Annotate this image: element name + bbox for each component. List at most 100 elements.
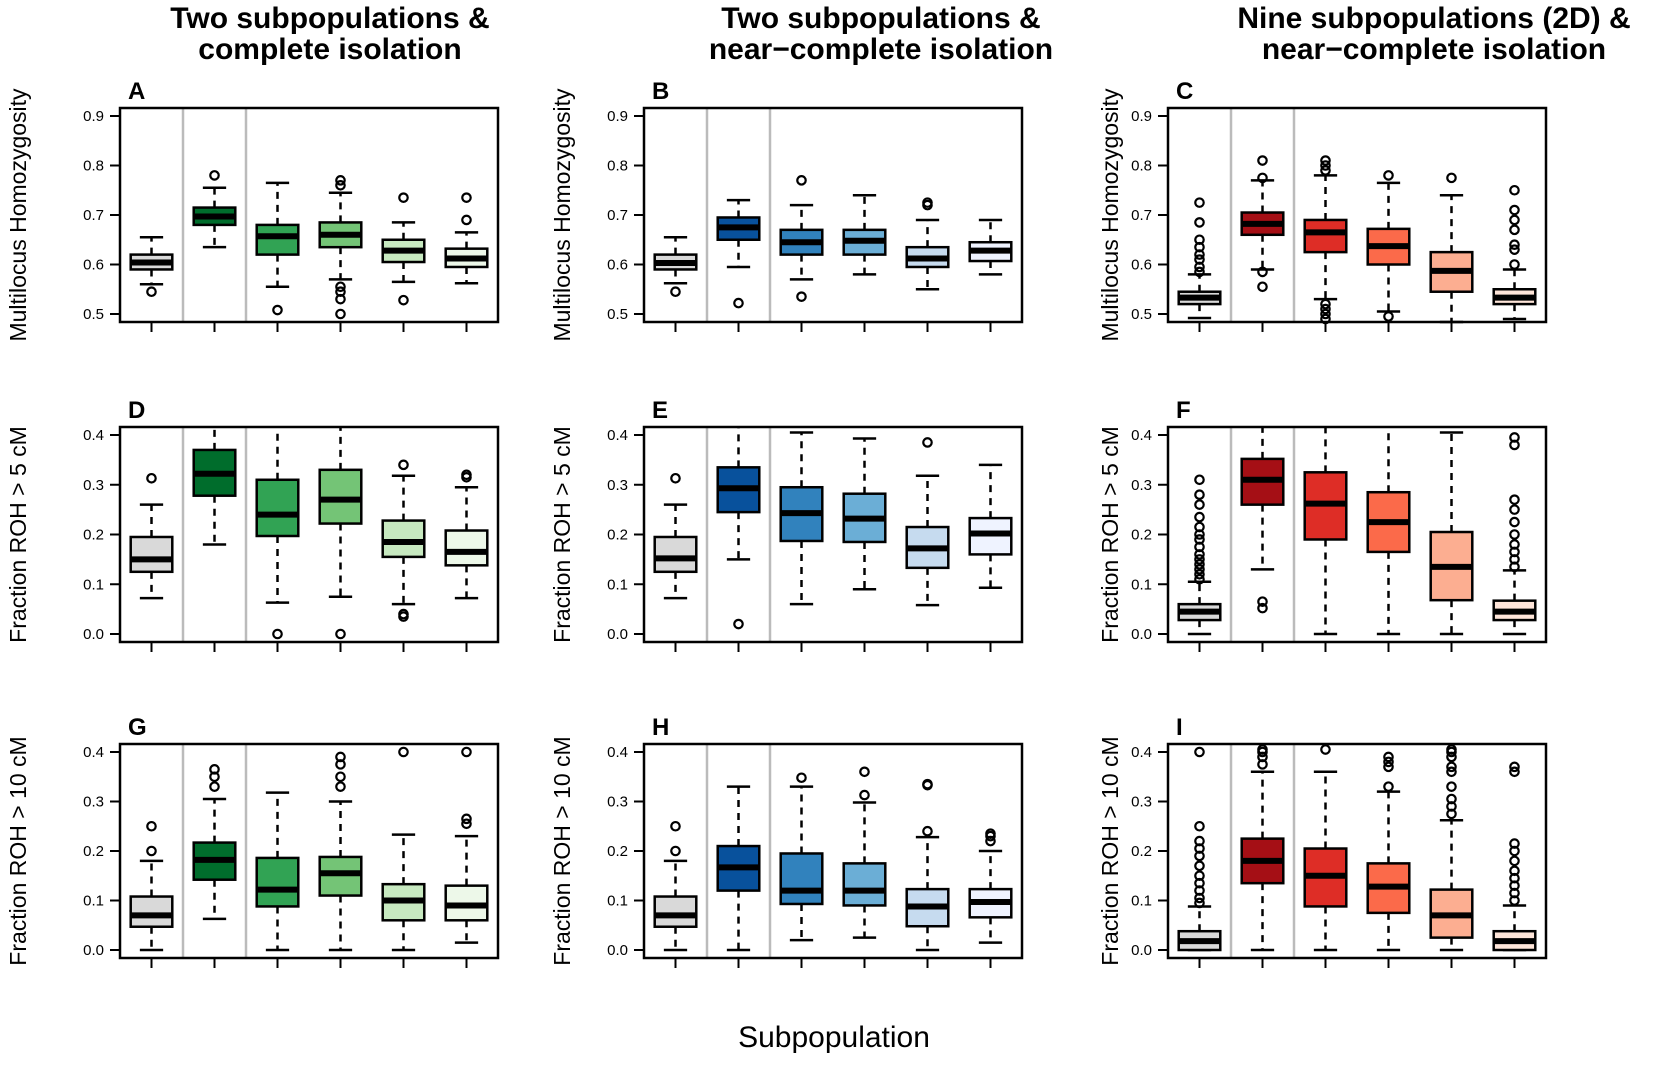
y-tick-label: 0.3 <box>1131 477 1152 494</box>
y-axis-label: Fraction ROH > 5 cM <box>5 426 31 643</box>
outlier-point <box>670 472 681 484</box>
outlier-point <box>1320 308 1331 320</box>
outlier-point <box>1257 172 1268 184</box>
box-3 <box>779 175 824 302</box>
outlier-point <box>335 175 346 186</box>
y-tick-label: 0.8 <box>607 158 628 175</box>
outlier-point <box>1509 184 1520 196</box>
box-5 <box>1429 431 1474 636</box>
box-body <box>381 519 426 559</box>
box-body <box>653 535 698 574</box>
column-title-1-line-2: complete isolation <box>198 33 461 66</box>
panel-frame <box>118 742 500 960</box>
outlier-point <box>1509 865 1520 877</box>
panel-C: C Multilocus Homozygosity 0.5 0.6 0.7 0.8 0.9 <box>1097 78 1548 342</box>
panel-letter: H <box>652 714 669 741</box>
outlier-point <box>859 766 870 778</box>
y-tick-label: 0.4 <box>607 427 628 444</box>
outlier-point <box>1383 781 1394 792</box>
column-title-2-line-1: Two subpopulations & <box>721 2 1040 35</box>
outlier-point <box>1194 554 1205 565</box>
box-2 <box>192 764 237 921</box>
outlier-point <box>1446 781 1457 792</box>
outlier-point <box>670 286 681 298</box>
box-3 <box>1303 744 1348 952</box>
box-2 <box>1240 427 1285 614</box>
outlier-point <box>461 469 472 481</box>
outlier-point <box>146 845 157 857</box>
y-axis-label: Multilocus Homozygosity <box>549 88 575 342</box>
box-body <box>129 535 174 574</box>
panel-letter: G <box>128 714 147 741</box>
outlier-point <box>1257 596 1268 607</box>
box-body <box>444 529 489 567</box>
outlier-point <box>1383 170 1394 181</box>
box-3 <box>1303 427 1348 636</box>
box-4 <box>1366 427 1411 636</box>
y-tick-label: 0.2 <box>83 843 104 860</box>
box-1 <box>653 236 698 298</box>
y-tick-label: 0.8 <box>1131 158 1152 175</box>
box-5 <box>1429 172 1474 324</box>
outlier-point <box>398 611 409 622</box>
y-tick-label: 0.7 <box>83 207 104 224</box>
y-tick-label: 0.4 <box>83 744 104 761</box>
outlier-point <box>733 297 744 309</box>
box-2 <box>1240 155 1285 293</box>
outlier-point <box>670 845 681 857</box>
y-axis-label: Fraction ROH > 10 cM <box>5 736 31 965</box>
box-3 <box>255 791 300 952</box>
outlier-point <box>1320 744 1331 755</box>
box-1 <box>653 820 698 952</box>
outlier-point <box>1383 761 1394 773</box>
y-tick-label: 0.1 <box>83 893 104 910</box>
panel-frame <box>642 106 1024 324</box>
y-tick-label: 0.6 <box>1131 257 1152 274</box>
outlier-point <box>670 820 681 832</box>
y-tick-label: 0.1 <box>607 576 628 593</box>
panel-frame <box>118 106 500 324</box>
y-axis-label: Fraction ROH > 10 cM <box>1097 736 1123 965</box>
box-6 <box>1492 761 1537 952</box>
outlier-point <box>461 214 472 226</box>
outlier-point <box>1320 298 1331 310</box>
outlier-point <box>1320 303 1331 315</box>
y-tick-label: 0.3 <box>607 794 628 811</box>
outlier-point <box>146 286 157 298</box>
outlier-point <box>1446 744 1457 755</box>
box-1 <box>129 820 174 952</box>
outlier-point <box>1509 838 1520 849</box>
outlier-point <box>1509 204 1520 216</box>
box-5 <box>381 746 426 952</box>
box-1 <box>1177 197 1222 320</box>
box-3 <box>779 772 824 942</box>
y-tick-label: 0.4 <box>1131 427 1152 444</box>
outlier-point <box>1257 155 1268 166</box>
y-axis-label: Fraction ROH > 5 cM <box>1097 426 1123 643</box>
outlier-point <box>1320 160 1331 171</box>
y-tick-label: 0.6 <box>607 257 628 274</box>
outlier-point <box>461 746 472 758</box>
box-body <box>842 862 887 907</box>
box-4 <box>842 766 887 939</box>
outlier-point <box>1509 259 1520 270</box>
box-2 <box>716 785 761 952</box>
outlier-point <box>335 751 346 763</box>
outlier-point <box>398 746 409 758</box>
outlier-point <box>335 308 346 320</box>
outlier-point <box>922 437 933 448</box>
outlier-point <box>1509 766 1520 778</box>
outlier-point <box>1383 311 1394 322</box>
box-2 <box>716 427 761 630</box>
outlier-point <box>796 175 807 186</box>
box-body <box>255 856 300 908</box>
y-tick-label: 0.4 <box>607 744 628 761</box>
y-tick-label: 0.4 <box>83 427 104 444</box>
outlier-point <box>1446 172 1457 184</box>
outlier-point <box>1194 573 1205 585</box>
box-6 <box>968 218 1013 276</box>
box-4 <box>318 175 363 320</box>
y-axis-label: Fraction ROH > 10 cM <box>549 736 575 965</box>
box-4 <box>1366 751 1411 952</box>
